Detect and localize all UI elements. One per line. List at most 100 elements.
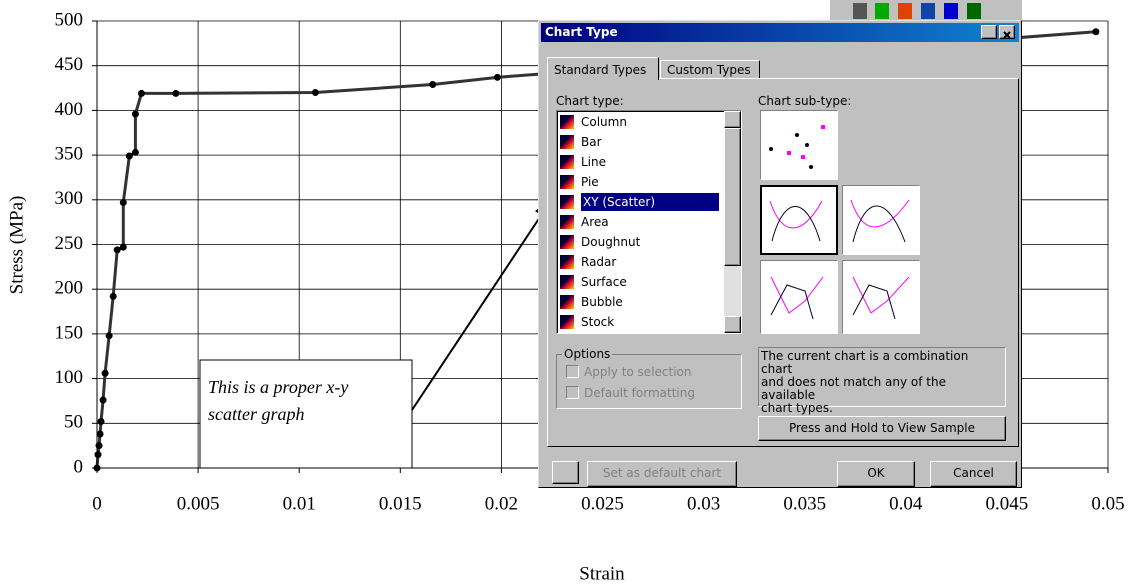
y-tick-label: 450 xyxy=(55,54,84,75)
data-point xyxy=(138,90,145,97)
list-icon xyxy=(560,235,574,249)
list-icon xyxy=(560,275,574,289)
help-button[interactable] xyxy=(981,25,997,39)
ok-button[interactable]: OK xyxy=(837,461,915,487)
list-item-label: Doughnut xyxy=(581,235,640,249)
list-item-label: Line xyxy=(581,155,606,169)
checkbox-label: Default formatting xyxy=(584,386,695,400)
list-item[interactable]: XY (Scatter) xyxy=(560,193,719,211)
list-item-label: Bubble xyxy=(581,295,623,309)
scroll-up[interactable] xyxy=(724,111,741,128)
y-tick-label: 350 xyxy=(55,143,84,164)
list-icon xyxy=(560,255,574,269)
x-tick-label: 0.015 xyxy=(379,493,422,514)
list-icon xyxy=(560,115,574,129)
x-tick-label: 0.045 xyxy=(986,493,1029,514)
x-tick-label: 0.02 xyxy=(485,493,518,514)
scrollbar[interactable] xyxy=(724,111,741,333)
data-point xyxy=(102,370,109,377)
subtype-option[interactable] xyxy=(760,260,838,334)
y-tick-label: 150 xyxy=(55,322,84,343)
list-item[interactable]: Line xyxy=(560,153,606,171)
subtype-option[interactable] xyxy=(760,185,838,255)
x-tick-label: 0.04 xyxy=(889,493,923,514)
checkbox-label: Apply to selection xyxy=(584,365,692,379)
subtype-option[interactable] xyxy=(842,260,920,334)
subtype-icon xyxy=(843,261,919,333)
subtype-icon xyxy=(762,187,836,253)
dialog-title: Chart Type xyxy=(545,25,618,39)
subtype-option[interactable] xyxy=(760,110,838,180)
list-item-label: Stock xyxy=(581,315,614,329)
checkbox[interactable]: Default formatting xyxy=(566,386,695,400)
data-point xyxy=(1092,28,1099,35)
description-line: The current chart is a combination chart xyxy=(761,350,1003,376)
data-point xyxy=(132,110,139,117)
subtype-icon xyxy=(761,111,837,179)
data-point xyxy=(172,90,179,97)
data-point xyxy=(132,149,139,156)
y-tick-label: 0 xyxy=(74,456,84,477)
list-item[interactable]: Radar xyxy=(560,253,616,271)
annotation-text: This is a proper x-y xyxy=(208,377,348,397)
x-tick-label: 0 xyxy=(92,493,102,514)
list-icon xyxy=(560,315,574,329)
list-item[interactable]: Doughnut xyxy=(560,233,640,251)
list-icon xyxy=(560,155,574,169)
list-icon xyxy=(560,135,574,149)
label: Chart type: xyxy=(556,94,624,108)
subtype-icon xyxy=(843,186,919,254)
data-point xyxy=(494,74,501,81)
list-icon xyxy=(560,215,574,229)
annotation-text: scatter graph xyxy=(208,404,305,424)
help-icon-button[interactable] xyxy=(552,461,579,484)
y-tick-label: 100 xyxy=(55,367,84,388)
y-tick-label: 200 xyxy=(55,278,84,299)
x-tick-label: 0.03 xyxy=(687,493,720,514)
chart-type-list: Column Bar Line Pie XY (Scatter) Area Doughnut… xyxy=(556,110,742,334)
y-tick-label: 400 xyxy=(55,99,84,120)
data-point xyxy=(100,397,107,404)
title-bar: Chart Type xyxy=(541,23,1019,42)
subtype-option[interactable] xyxy=(842,185,920,255)
data-point xyxy=(106,332,113,339)
y-tick-label: 50 xyxy=(64,412,83,433)
default-button: Set as default chart xyxy=(587,461,737,487)
list-item[interactable]: Bar xyxy=(560,133,602,151)
list-item[interactable]: Area xyxy=(560,213,609,231)
close-button[interactable] xyxy=(999,25,1015,39)
list-item[interactable]: Stock xyxy=(560,313,614,331)
data-point xyxy=(97,431,104,438)
subtype-icon xyxy=(761,261,837,333)
data-point xyxy=(120,244,127,251)
list-item[interactable]: Bubble xyxy=(560,293,623,311)
group-label: Options xyxy=(562,347,612,361)
description-line: and does not match any of the available xyxy=(761,376,1003,402)
description-line: chart types. xyxy=(761,402,1003,415)
description: The current chart is a combination chart… xyxy=(758,347,1006,407)
arrow xyxy=(412,214,542,410)
y-tick-label: 250 xyxy=(55,233,84,254)
checkbox[interactable]: Apply to selection xyxy=(566,365,692,379)
list-item[interactable]: Surface xyxy=(560,273,627,291)
scroll-thumb[interactable] xyxy=(724,128,741,266)
cancel-button[interactable]: Cancel xyxy=(930,461,1017,487)
list-icon xyxy=(560,175,574,189)
toolbar xyxy=(830,0,1022,22)
x-tick-label: 0.05 xyxy=(1091,493,1124,514)
list-item[interactable]: Pie xyxy=(560,173,599,191)
label: Chart sub-type: xyxy=(758,94,851,108)
tab[interactable]: Standard Types xyxy=(547,57,659,80)
list-item[interactable]: Column xyxy=(560,113,627,131)
scroll-down[interactable] xyxy=(724,316,741,333)
tab[interactable]: Custom Types xyxy=(660,60,760,78)
sample-button[interactable]: Press and Hold to View Sample xyxy=(758,416,1006,441)
y-axis-label: Stress (MPa) xyxy=(6,196,27,295)
x-tick-label: 0.025 xyxy=(581,493,624,514)
list-icon xyxy=(560,295,574,309)
x-tick-label: 0.035 xyxy=(783,493,826,514)
y-tick-label: 300 xyxy=(55,188,84,209)
data-point xyxy=(110,293,117,300)
x-tick-label: 0.005 xyxy=(177,493,220,514)
list-item-label: Surface xyxy=(581,275,627,289)
